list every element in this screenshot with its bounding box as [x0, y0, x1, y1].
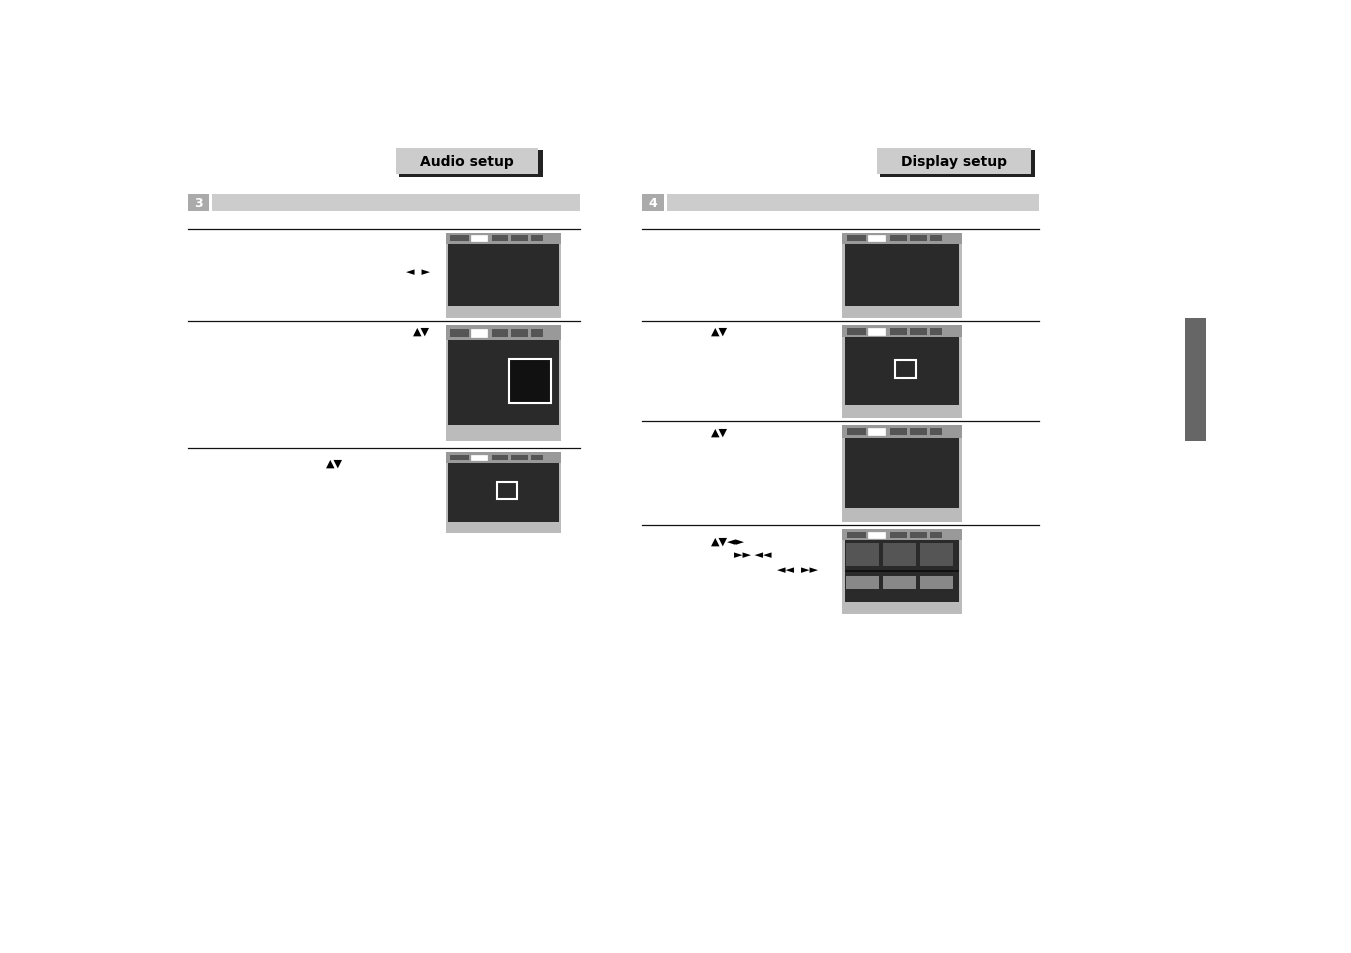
Bar: [531, 456, 543, 461]
Text: ▲▼: ▲▼: [413, 326, 430, 336]
Bar: [847, 532, 866, 538]
Bar: [880, 151, 1035, 177]
Bar: [882, 543, 916, 567]
Bar: [446, 326, 561, 341]
Bar: [449, 341, 559, 425]
Text: ▲▼: ▲▼: [711, 427, 728, 437]
Bar: [842, 233, 962, 245]
Text: ▲▼: ▲▼: [711, 326, 728, 336]
Bar: [531, 236, 543, 242]
Bar: [844, 245, 959, 306]
Bar: [847, 329, 866, 335]
Bar: [847, 429, 866, 436]
Bar: [890, 236, 907, 242]
Bar: [450, 456, 469, 461]
Bar: [920, 543, 954, 567]
Bar: [450, 236, 469, 242]
Bar: [471, 236, 488, 242]
Bar: [471, 330, 488, 337]
Text: ▲▼◄►: ▲▼◄►: [711, 537, 746, 546]
Bar: [894, 360, 916, 379]
Bar: [446, 233, 561, 245]
Bar: [449, 245, 559, 306]
Bar: [931, 532, 943, 538]
Bar: [446, 326, 561, 441]
Bar: [844, 570, 959, 573]
Bar: [911, 532, 927, 538]
Bar: [842, 426, 962, 438]
Text: ►► ◄◄: ►► ◄◄: [735, 549, 771, 559]
Bar: [869, 236, 885, 242]
Bar: [846, 577, 880, 590]
Bar: [911, 329, 927, 335]
Text: Display setup: Display setup: [901, 154, 1006, 169]
Bar: [399, 151, 543, 177]
Bar: [471, 456, 488, 461]
Bar: [842, 326, 962, 338]
Bar: [188, 195, 209, 213]
Bar: [911, 429, 927, 436]
Bar: [844, 540, 959, 602]
Bar: [931, 429, 943, 436]
Text: ▲▼: ▲▼: [326, 457, 343, 468]
Bar: [869, 429, 885, 436]
Bar: [446, 453, 561, 534]
Bar: [842, 426, 962, 522]
Bar: [450, 330, 469, 337]
Bar: [642, 195, 663, 213]
Bar: [509, 359, 551, 403]
Bar: [446, 453, 561, 463]
Bar: [844, 338, 959, 405]
Text: 4: 4: [648, 197, 657, 210]
Bar: [842, 530, 962, 615]
Bar: [492, 236, 508, 242]
Bar: [396, 149, 538, 174]
Bar: [512, 236, 528, 242]
Bar: [911, 236, 927, 242]
Bar: [842, 530, 962, 540]
Bar: [920, 577, 954, 590]
Bar: [869, 329, 885, 335]
Bar: [492, 330, 508, 337]
Bar: [449, 463, 559, 522]
Bar: [492, 456, 508, 461]
Bar: [842, 326, 962, 418]
Bar: [531, 330, 543, 337]
Text: ◄◄  ►►: ◄◄ ►►: [777, 565, 817, 575]
Bar: [847, 236, 866, 242]
Bar: [497, 483, 516, 499]
Bar: [890, 532, 907, 538]
Text: Audio setup: Audio setup: [420, 154, 513, 169]
Bar: [890, 429, 907, 436]
Bar: [666, 195, 1039, 213]
Bar: [882, 577, 916, 590]
Bar: [446, 233, 561, 318]
Bar: [1185, 318, 1206, 441]
Bar: [212, 195, 581, 213]
Bar: [890, 329, 907, 335]
Bar: [931, 329, 943, 335]
Bar: [512, 330, 528, 337]
Text: 3: 3: [195, 197, 203, 210]
Bar: [931, 236, 943, 242]
Bar: [869, 532, 885, 538]
Bar: [512, 456, 528, 461]
Bar: [844, 438, 959, 509]
Bar: [842, 233, 962, 318]
Bar: [846, 543, 880, 567]
Text: ◄  ►: ◄ ►: [407, 267, 430, 277]
Bar: [877, 149, 1031, 174]
